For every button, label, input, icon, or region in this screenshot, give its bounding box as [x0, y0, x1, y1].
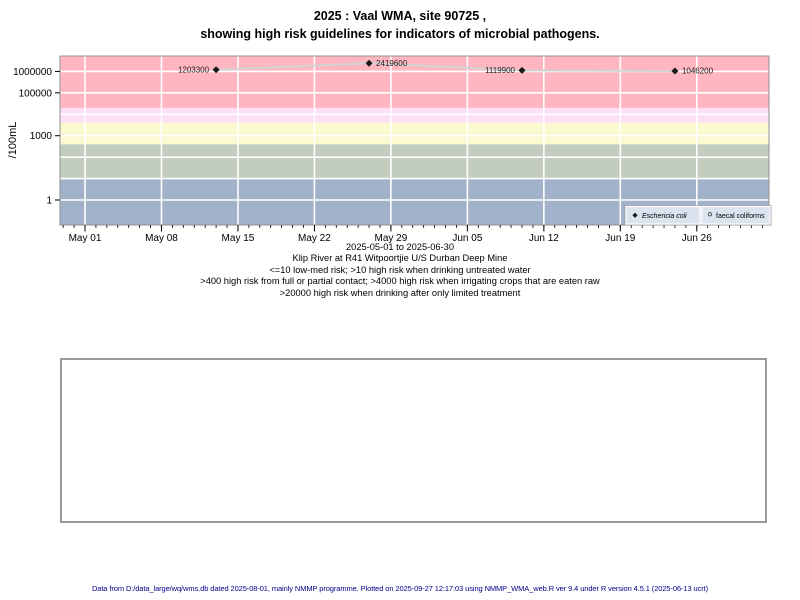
data-point-label: 1119900	[485, 66, 516, 75]
risk-band	[60, 56, 769, 108]
x-tick-label: May 15	[222, 233, 255, 244]
caption-risk-line1: <=10 low-med risk; >10 high risk when dr…	[269, 264, 531, 275]
risk-band	[60, 107, 769, 123]
x-tick-label: May 01	[69, 233, 102, 244]
chart-title-line1: 2025 : Vaal WMA, site 90725 ,	[313, 9, 487, 23]
legend-label-ecoli: Eschericia coli	[642, 213, 687, 220]
legend-item-box-faecal	[701, 205, 771, 225]
legend-filled-diamond-icon	[632, 212, 638, 218]
footer-provenance-text: Data from D:/data_large/wq/wms.db dated …	[91, 584, 709, 593]
ecoli-point	[518, 66, 526, 74]
chart-captions: 2025-05-01 to 2025-06-30 Klip River at R…	[0, 242, 800, 299]
caption-site-name: Klip River at R41 Witpoortjie U/S Durban…	[292, 253, 508, 264]
y-tick-label: 1	[46, 196, 52, 207]
caption-risk-line3: >20000 high risk when drinking after onl…	[279, 287, 521, 298]
empty-secondary-panel	[60, 358, 767, 523]
y-tick-label: 1000000	[13, 67, 52, 78]
faecal-coliforms-line	[216, 62, 676, 72]
caption-risk-line2: >400 high risk from full or partial cont…	[200, 276, 600, 287]
risk-band	[60, 122, 769, 145]
x-tick-label: Jun 12	[529, 233, 559, 244]
data-point-label: 1203300	[178, 65, 210, 74]
x-tick-label: May 29	[375, 233, 408, 244]
data-point-label: 1046200	[682, 67, 714, 76]
y-axis-label: /100mL	[7, 122, 19, 159]
risk-band	[60, 144, 769, 179]
legend-item-box-ecoli	[625, 205, 701, 225]
ecoli-point	[212, 66, 220, 74]
chart-title-line2: showing high risk guidelines for indicat…	[200, 27, 600, 41]
x-tick-label: May 08	[145, 233, 178, 244]
y-tick-label: 100000	[19, 88, 53, 99]
x-tick-label: May 22	[298, 233, 331, 244]
y-tick-label: 1000	[30, 131, 53, 142]
ecoli-point	[365, 59, 373, 67]
x-tick-label: Jun 26	[682, 233, 712, 244]
x-tick-label: Jun 05	[452, 233, 482, 244]
legend-open-circle-icon	[707, 212, 713, 217]
plot-border	[59, 55, 770, 226]
caption-date-range: 2025-05-01 to 2025-06-30	[345, 242, 455, 252]
data-point-label: 2419600	[376, 59, 408, 68]
chart-title: 2025 : Vaal WMA, site 90725 , showing hi…	[0, 7, 800, 43]
ecoli-point	[671, 67, 679, 75]
legend-label-faecal: faecal coliforms	[716, 213, 765, 220]
x-tick-label: Jun 19	[605, 233, 635, 244]
